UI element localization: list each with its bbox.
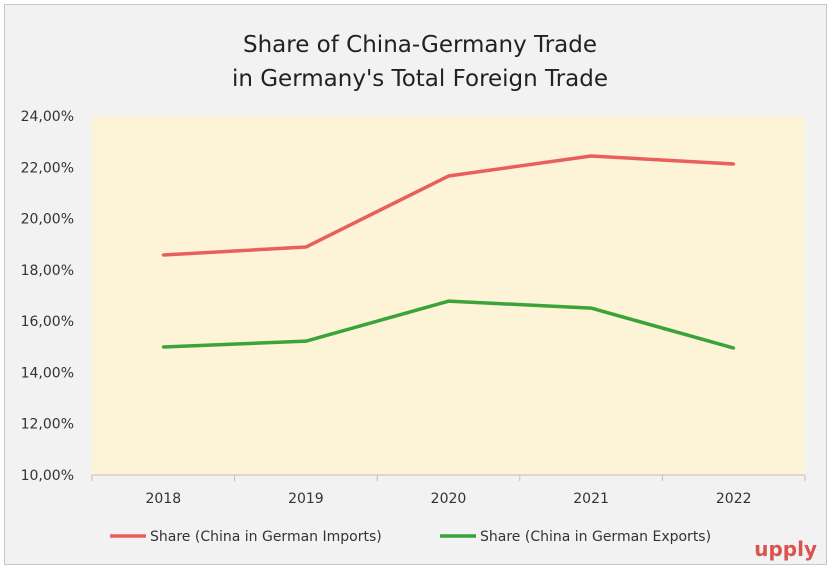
data-point	[732, 162, 736, 166]
data-point	[304, 339, 308, 343]
data-point	[589, 306, 593, 310]
data-point	[589, 154, 593, 158]
upply-logo: upply	[754, 537, 817, 561]
y-tick-label: 14,00%	[21, 365, 74, 381]
x-tick-label: 2020	[431, 491, 467, 507]
data-point	[447, 174, 450, 178]
x-tick-label: 2022	[716, 491, 752, 507]
data-point	[732, 346, 736, 350]
data-point	[161, 345, 165, 349]
data-point	[304, 245, 308, 249]
y-tick-label: 10,00%	[21, 468, 74, 484]
y-tick-label: 20,00%	[21, 212, 74, 228]
data-point	[447, 299, 450, 303]
y-tick-label: 24,00%	[21, 109, 74, 125]
legend-label: Share (China in German Imports)	[150, 529, 382, 545]
y-tick-label: 18,00%	[21, 263, 74, 279]
y-tick-label: 12,00%	[21, 417, 74, 433]
chart-title-line-2: in Germany's Total Foreign Trade	[232, 66, 608, 92]
plot-area	[92, 116, 805, 475]
legend-label: Share (China in German Exports)	[480, 529, 711, 545]
y-tick-label: 16,00%	[21, 314, 74, 330]
y-tick-label: 22,00%	[21, 160, 74, 176]
x-tick-label: 2018	[145, 491, 181, 507]
x-tick-label: 2019	[288, 491, 324, 507]
x-tick-label: 2021	[573, 491, 609, 507]
data-point	[161, 253, 165, 257]
chart-title-line-1: Share of China-Germany Trade	[243, 32, 597, 58]
